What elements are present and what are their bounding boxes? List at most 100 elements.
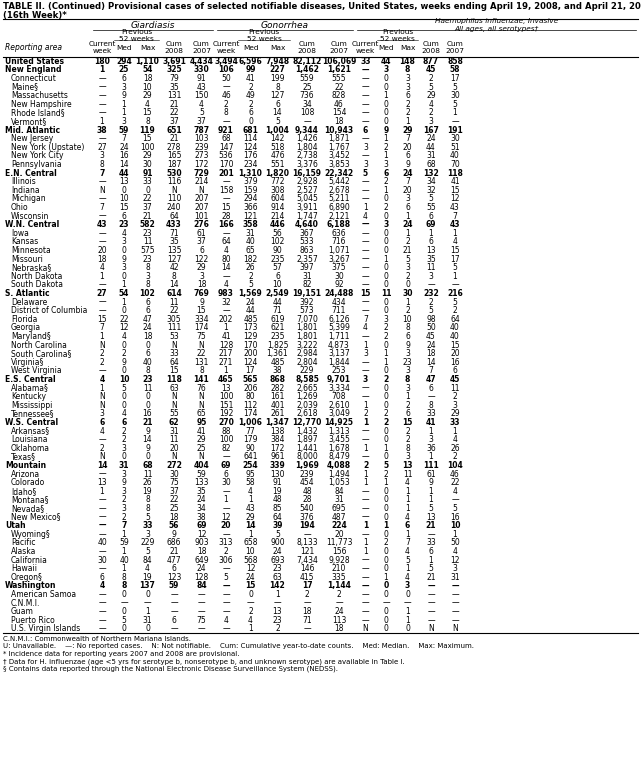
Text: 48: 48: [272, 496, 282, 504]
Text: 22,342: 22,342: [324, 169, 354, 177]
Text: 8: 8: [224, 109, 228, 117]
Text: —: —: [451, 581, 459, 591]
Text: —: —: [222, 598, 230, 608]
Text: —: —: [362, 298, 369, 307]
Text: Giardiasis: Giardiasis: [131, 21, 175, 29]
Text: 2: 2: [383, 409, 388, 419]
Text: 62: 62: [169, 418, 179, 427]
Text: 229: 229: [140, 538, 154, 547]
Text: 5: 5: [429, 306, 433, 315]
Text: 1,004: 1,004: [265, 126, 290, 135]
Text: 32: 32: [221, 298, 231, 307]
Text: 104: 104: [447, 461, 463, 470]
Text: Vermont§: Vermont§: [11, 117, 47, 126]
Text: 3: 3: [405, 82, 410, 92]
Text: 3: 3: [145, 530, 150, 539]
Text: 0: 0: [145, 401, 150, 410]
Text: 48: 48: [302, 487, 312, 496]
Text: —: —: [362, 99, 369, 109]
Text: 92: 92: [334, 281, 344, 289]
Text: —: —: [222, 82, 230, 92]
Text: —: —: [222, 504, 230, 513]
Text: —: —: [98, 229, 106, 237]
Text: —: —: [303, 117, 311, 126]
Text: 65: 65: [246, 246, 255, 255]
Text: —: —: [98, 470, 106, 479]
Text: 4: 4: [145, 99, 150, 109]
Text: 59: 59: [119, 538, 129, 547]
Text: 34: 34: [426, 177, 436, 187]
Text: —: —: [427, 530, 435, 539]
Text: 100: 100: [219, 435, 233, 444]
Text: 46: 46: [450, 470, 460, 479]
Text: 12: 12: [197, 530, 206, 539]
Text: 23: 23: [272, 616, 282, 625]
Text: 210: 210: [332, 564, 346, 573]
Text: 41: 41: [450, 177, 460, 187]
Text: Rhode Island§: Rhode Island§: [11, 109, 65, 117]
Text: 13: 13: [426, 246, 436, 255]
Text: —: —: [197, 590, 205, 599]
Text: W.N. Central: W.N. Central: [5, 221, 59, 229]
Text: 2: 2: [383, 375, 388, 384]
Text: 84: 84: [334, 487, 344, 496]
Text: Med: Med: [116, 45, 132, 50]
Text: 165: 165: [167, 151, 181, 160]
Text: 6: 6: [405, 521, 410, 530]
Text: 41: 41: [197, 426, 206, 436]
Text: 3: 3: [122, 82, 126, 92]
Text: 305: 305: [167, 315, 181, 324]
Text: 1: 1: [383, 91, 388, 100]
Text: 26: 26: [450, 444, 460, 453]
Text: 14: 14: [119, 160, 129, 169]
Text: 227: 227: [270, 66, 285, 74]
Text: 23: 23: [119, 221, 129, 229]
Text: 0: 0: [383, 608, 388, 616]
Text: 122: 122: [194, 254, 208, 264]
Text: 57: 57: [272, 263, 283, 272]
Text: 9: 9: [122, 254, 126, 264]
Text: California: California: [11, 556, 48, 564]
Text: 106,069: 106,069: [322, 57, 356, 66]
Text: N: N: [199, 392, 204, 401]
Text: 102: 102: [140, 289, 155, 298]
Text: 294: 294: [243, 194, 258, 204]
Text: 1: 1: [363, 341, 368, 349]
Text: 6: 6: [145, 349, 150, 359]
Text: 4: 4: [122, 332, 126, 341]
Text: 3: 3: [122, 117, 126, 126]
Text: 14: 14: [143, 435, 153, 444]
Text: 2: 2: [383, 177, 388, 187]
Text: E.S. Central: E.S. Central: [5, 375, 56, 384]
Text: —: —: [98, 177, 106, 187]
Text: 5: 5: [405, 556, 410, 564]
Text: 3: 3: [405, 74, 410, 83]
Text: 64: 64: [221, 237, 231, 247]
Text: 3: 3: [405, 263, 410, 272]
Text: 651: 651: [166, 126, 182, 135]
Text: 47: 47: [426, 375, 437, 384]
Text: Max: Max: [140, 45, 155, 50]
Text: 21: 21: [426, 521, 437, 530]
Text: 44: 44: [119, 169, 129, 177]
Text: 6,126: 6,126: [328, 315, 350, 324]
Text: 2,928: 2,928: [296, 177, 318, 187]
Text: Massachusetts: Massachusetts: [11, 91, 68, 100]
Text: 2,549: 2,549: [265, 289, 289, 298]
Text: —: —: [98, 564, 106, 573]
Text: Med: Med: [378, 45, 394, 50]
Text: —: —: [98, 306, 106, 315]
Text: 533: 533: [300, 237, 314, 247]
Text: 6,890: 6,890: [328, 203, 350, 212]
Text: 367: 367: [300, 229, 314, 237]
Text: S. Atlantic: S. Atlantic: [5, 289, 49, 298]
Text: 2: 2: [248, 272, 253, 281]
Text: 2: 2: [248, 82, 253, 92]
Text: —: —: [98, 194, 106, 204]
Text: N: N: [99, 186, 105, 195]
Text: 10: 10: [119, 375, 129, 384]
Text: 3: 3: [453, 564, 458, 573]
Text: 273: 273: [194, 151, 209, 160]
Text: —: —: [98, 82, 106, 92]
Text: 434: 434: [331, 298, 346, 307]
